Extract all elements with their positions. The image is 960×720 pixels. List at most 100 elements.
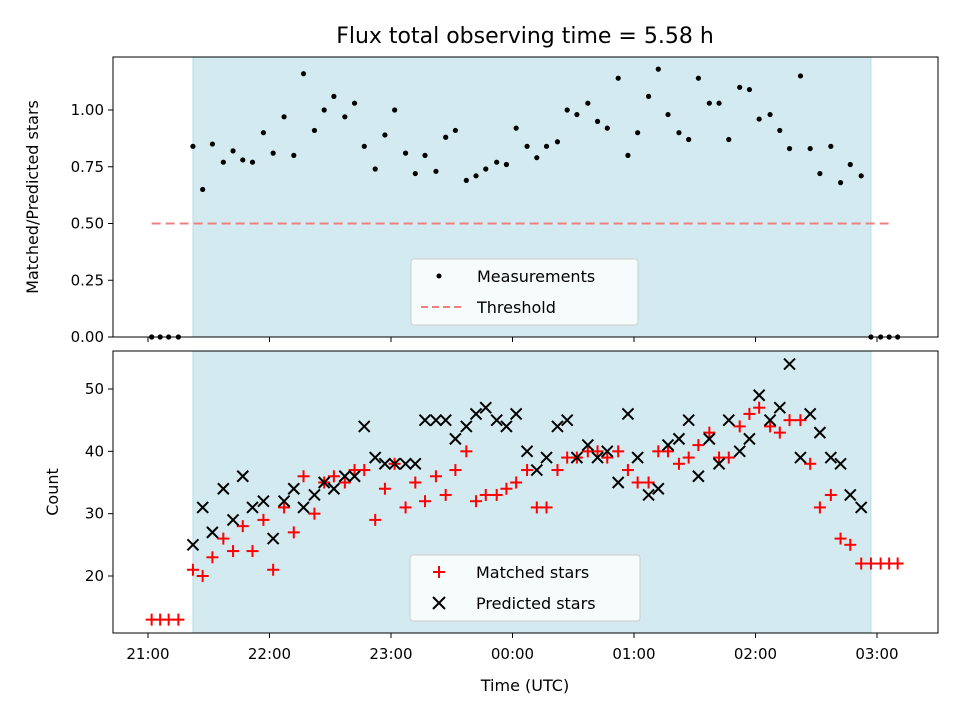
predicted-star-point [692,470,705,483]
predicted-star-point [388,457,401,471]
predicted-star-point [246,501,259,514]
matched-star-point [891,557,904,570]
predicted-star-point [338,470,352,483]
matched-star-point [500,482,513,495]
matched-star-point [206,551,219,564]
measurement-point [513,125,519,131]
measurement-point [564,107,570,113]
matched-star-point [419,495,432,508]
predicted-star-point [378,457,392,471]
predicted-star-point [672,432,686,446]
measurement-point [342,114,348,120]
matched-star-point [722,451,735,464]
matched-star-point [551,464,564,477]
measurement-point [695,75,701,81]
measurement-point [209,141,215,147]
predicted-star-point [409,457,422,471]
predicted-star-point [551,420,564,433]
predicted-star-point [854,501,868,514]
predicted-star-point [287,482,301,495]
measurement-point [828,143,834,149]
matched-star-point [813,501,826,514]
x-tick-label: 03:00 [855,645,898,663]
predicted-star-point [642,488,655,502]
measurement-point [361,143,367,149]
predicted-star-point [631,451,644,464]
predicted-star-point [722,413,735,427]
measurement-point [281,114,287,120]
matched-star-point [510,476,523,489]
top-plot-frame [112,56,939,338]
top-y-tick-label: 0.00 [71,328,104,346]
predicted-star-point [226,513,240,527]
predicted-star-point [540,451,553,464]
top-panel: 0.00 0.25 0.50 0.75 1.00 Matched/Predicted s… [23,56,939,346]
matched-star-point [824,488,837,501]
predicted-star-point [479,401,492,414]
top-y-axis-label: Matched/Predicted stars [23,100,42,294]
measurement-point [594,118,601,124]
matched-star-point [308,507,321,520]
matched-star-point [601,451,614,464]
matched-star-point [460,445,473,458]
legend-matched-marker [433,566,445,578]
predicted-star-point [601,445,614,458]
measurement-point [837,180,844,186]
measurement-point [574,111,580,118]
matched-star-point [246,545,259,558]
matched-star-point [449,464,462,477]
measurement-point [331,93,337,99]
matched-star-point [278,501,291,514]
matched-star-point [682,451,695,464]
matched-star-point [186,563,199,576]
x-tick-label: 01:00 [612,645,655,663]
matched-star-point [591,445,604,458]
predicted-star-point [348,470,361,483]
predicted-star-point [733,445,746,458]
matched-star-point [733,420,746,433]
matched-star-point [794,414,807,427]
bottom-y-tick-label: 30 [85,505,104,523]
matched-star-point [267,563,280,576]
measurement-point [473,173,479,179]
measurement-point [585,100,591,106]
measurement-point [777,127,783,134]
predicted-star-point [217,482,230,495]
matched-star-point [479,488,492,501]
measurement-point [737,84,743,90]
measurement-point [756,116,762,122]
predicted-star-point [439,413,452,427]
measurement-point [665,111,671,118]
predicted-star-point [358,420,371,433]
bottom-y-tick-label: 50 [85,380,104,398]
predicted-star-point [591,451,604,464]
predicted-star-point [813,426,827,439]
measurement-point [746,86,753,93]
matched-star-point [257,513,270,526]
matched-star-point [227,545,240,558]
bottom-plot-frame [112,350,939,634]
matched-star-point [631,476,644,489]
matched-star-point [753,401,766,414]
measurement-point [483,166,489,172]
chart-title: Flux total observing time = 5.58 h [336,24,714,49]
matched-star-point [662,445,675,458]
matched-star-point [196,570,209,582]
bottom-panel: 20 30 40 50 21:00 22:00 23:00 00:00 01:00 02:00 0… [43,350,939,695]
legend-measurements-marker [436,273,442,279]
measurement-point [311,127,318,134]
measurement-point [604,125,610,131]
measurement-point [200,186,206,193]
predicted-star-point [418,413,432,427]
measurement-point [635,130,641,136]
legend-threshold-label: Threshold [476,298,556,317]
matched-star-point [236,520,249,533]
matched-star-point [217,532,230,545]
legend-predicted-marker [432,596,446,610]
legend-predicted-label: Predicted stars [476,594,596,613]
predicted-star-point [469,407,483,421]
matched-star-point [521,464,534,477]
matched-star-point [804,457,817,470]
top-y-tick-label: 1.00 [71,101,104,119]
predicted-star-point [661,438,675,452]
